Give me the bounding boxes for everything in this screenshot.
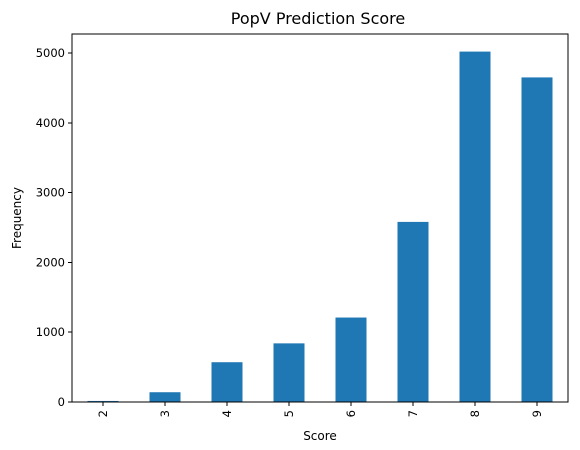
x-tick-label: 3 bbox=[158, 410, 172, 417]
y-axis-ticks: 0 1000 2000 3000 4000 5000 bbox=[36, 46, 72, 409]
x-tick-label: 9 bbox=[530, 410, 544, 417]
x-tick-label: 6 bbox=[344, 410, 358, 417]
bar-5 bbox=[273, 343, 305, 402]
y-tick-label: 2000 bbox=[36, 255, 65, 269]
bar-8 bbox=[459, 51, 491, 402]
bar-3 bbox=[149, 392, 181, 402]
x-tick-label: 5 bbox=[282, 410, 296, 417]
bar-group bbox=[87, 51, 553, 402]
chart-title: PopV Prediction Score bbox=[231, 9, 405, 28]
bar-6 bbox=[335, 317, 367, 402]
y-tick-label: 3000 bbox=[36, 186, 65, 200]
x-tick-label: 7 bbox=[406, 410, 420, 417]
plot-frame bbox=[71, 33, 569, 403]
x-tick-label: 4 bbox=[220, 410, 234, 417]
bar-9 bbox=[521, 77, 553, 402]
y-tick-label: 1000 bbox=[36, 325, 65, 339]
x-tick-label: 8 bbox=[468, 410, 482, 417]
bar-4 bbox=[211, 362, 243, 402]
bar-2 bbox=[87, 400, 119, 402]
y-axis-label: Frequency bbox=[10, 187, 24, 249]
bar-7 bbox=[397, 221, 429, 402]
y-tick-label: 4000 bbox=[36, 116, 65, 130]
y-tick-label: 0 bbox=[58, 395, 65, 409]
x-axis-label: Score bbox=[303, 429, 337, 443]
x-axis-ticks: 2 3 4 5 6 7 8 9 bbox=[96, 402, 544, 417]
y-tick-label: 5000 bbox=[36, 46, 65, 60]
x-tick-label: 2 bbox=[96, 410, 110, 417]
